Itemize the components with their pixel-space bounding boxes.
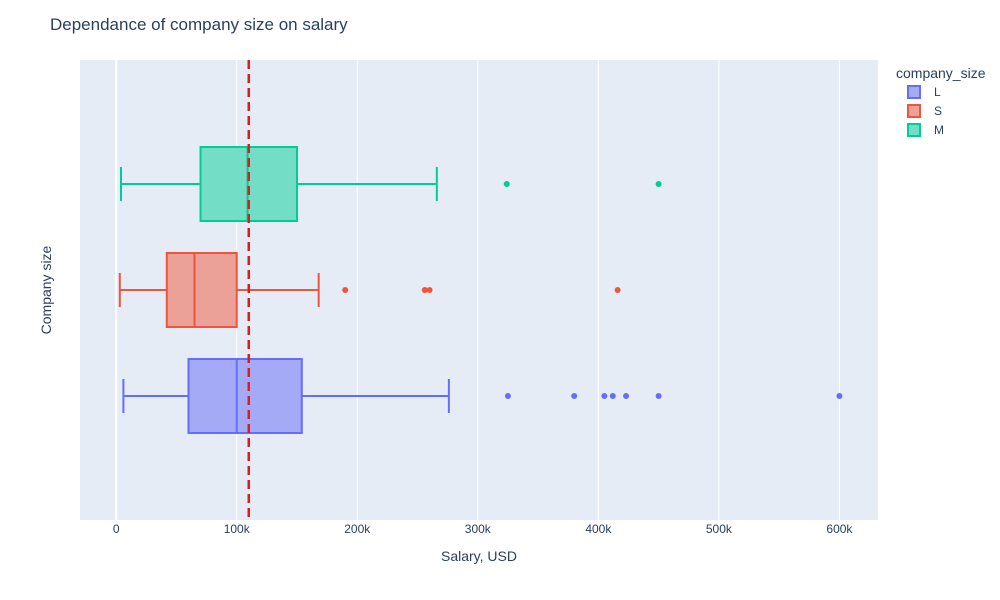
outlier-point <box>836 393 843 399</box>
outlier-point <box>503 181 510 187</box>
outlier-point <box>609 393 616 399</box>
legend-swatch <box>907 85 921 99</box>
y-axis-title: Company size <box>38 245 54 334</box>
legend-item-L: L <box>907 85 941 99</box>
outlier-point <box>623 393 630 399</box>
outlier-point <box>426 287 433 293</box>
box-iqr <box>187 358 303 434</box>
outlier-point <box>421 287 428 293</box>
outlier-point <box>614 287 621 293</box>
outlier-point <box>655 181 662 187</box>
box-iqr <box>165 252 238 328</box>
outlier-point <box>571 393 578 399</box>
legend-title: company_size <box>896 65 986 81</box>
box-L <box>122 358 843 434</box>
x-tick-label: 400k <box>585 522 612 536</box>
outlier-point <box>342 287 349 293</box>
outlier-point <box>601 393 608 399</box>
x-tick-label: 500k <box>706 522 733 536</box>
legend-label: S <box>934 104 942 118</box>
x-axis-title: Salary, USD <box>441 548 517 564</box>
x-tick-label: 600k <box>826 522 853 536</box>
legend-item-M: M <box>907 123 944 137</box>
box-S <box>118 252 621 328</box>
x-tick-label: 0 <box>113 522 120 536</box>
legend-swatch <box>907 123 921 137</box>
x-tick-label: 300k <box>465 522 492 536</box>
chart-title: Dependance of company size on salary <box>50 15 348 34</box>
legend-label: L <box>934 85 941 99</box>
legend: company_size LSM <box>896 65 986 137</box>
legend-item-S: S <box>907 104 942 118</box>
x-axis-ticks: 0 100k 200k 300k 400k 500k 600k <box>113 522 854 536</box>
legend-swatch <box>907 104 921 118</box>
outlier-point <box>655 393 662 399</box>
x-tick-label: 200k <box>344 522 371 536</box>
outlier-point <box>504 393 511 399</box>
legend-label: M <box>934 123 944 137</box>
x-tick-label: 100k <box>224 522 251 536</box>
